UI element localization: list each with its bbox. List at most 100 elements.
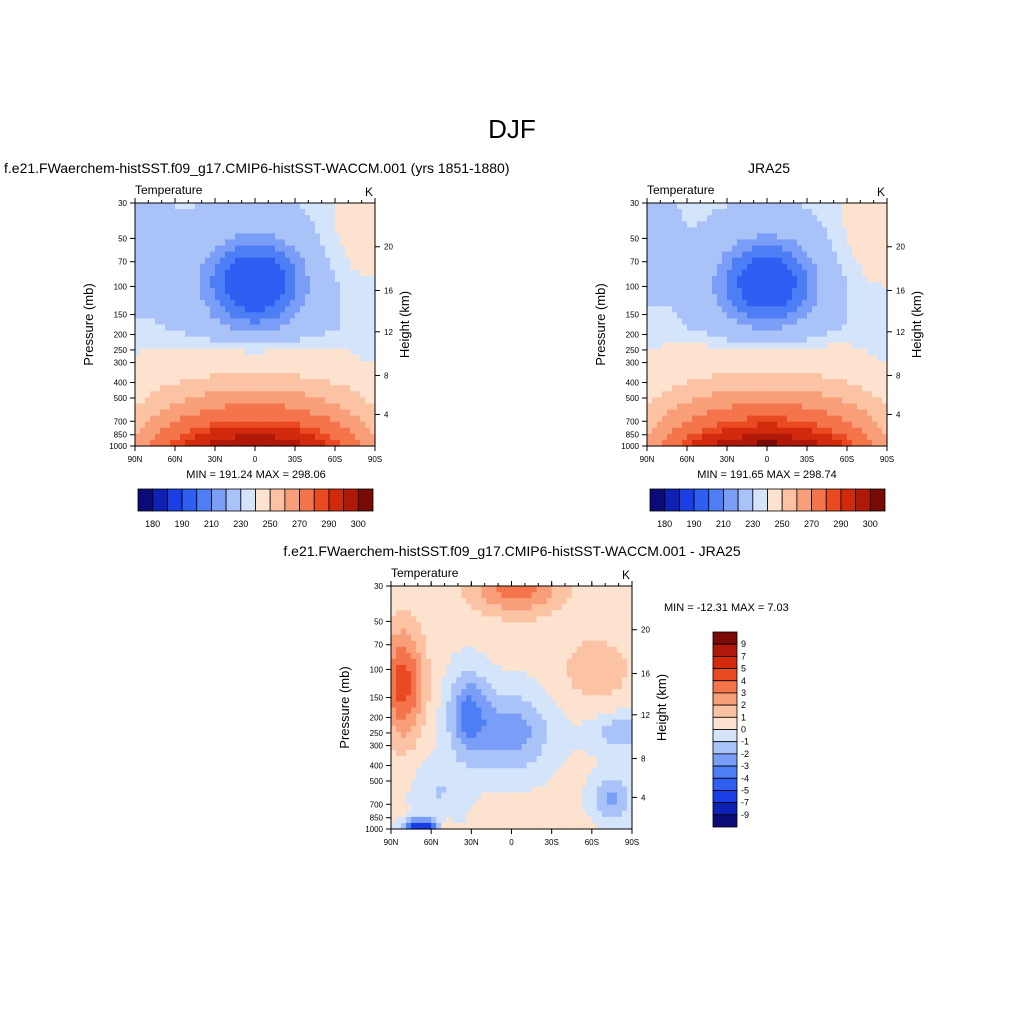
contour-cell (411, 634, 417, 642)
contour-cell (857, 203, 863, 210)
contour-cell (160, 215, 166, 222)
contour-cell (521, 628, 528, 636)
contour-cell (325, 221, 331, 228)
contour-cell (652, 397, 658, 405)
contour-cell (501, 652, 508, 660)
contour-cell (466, 701, 472, 709)
contour-cell (240, 324, 246, 332)
contour-cell (160, 330, 166, 338)
contour-cell (135, 379, 141, 386)
contour-cell (677, 269, 683, 277)
contour-cell (772, 360, 778, 368)
contour-cell (837, 221, 843, 228)
contour-cell (672, 281, 678, 289)
contour-cell (722, 367, 728, 374)
contour-cell (857, 239, 863, 247)
contour-cell (586, 646, 593, 654)
contour-cell (320, 288, 326, 295)
contour-cell (742, 354, 748, 362)
contour-cell (275, 294, 281, 301)
contour-cell (752, 379, 758, 386)
contour-cell (230, 403, 236, 411)
contour-cell (205, 227, 211, 234)
contour-cell (260, 391, 266, 398)
contour-cell (486, 598, 493, 605)
contour-cell (687, 312, 693, 320)
contour-cell (662, 397, 668, 405)
contour-cell (446, 677, 452, 684)
contour-cell (240, 245, 246, 253)
contour-cell (205, 354, 211, 362)
contour-cell (255, 203, 261, 210)
contour-cell (245, 439, 251, 447)
contour-cell (586, 634, 593, 642)
contour-cell (350, 263, 356, 271)
contour-cell (757, 269, 763, 277)
contour-cell (857, 342, 863, 350)
contour-cell (411, 701, 417, 709)
contour-cell (491, 646, 498, 654)
contour-cell (345, 324, 351, 332)
contour-cell (541, 683, 548, 690)
contour-cell (672, 354, 678, 362)
contour-cell (712, 233, 718, 241)
contour-cell (807, 367, 813, 374)
contour-cell (396, 640, 402, 648)
contour-cell (702, 294, 708, 301)
contour-cell (310, 294, 316, 301)
contour-cell (466, 677, 472, 684)
contour-cell (782, 403, 788, 411)
contour-cell (782, 209, 788, 216)
contour-cell (752, 203, 758, 210)
contour-cell (817, 439, 823, 447)
contour-cell (812, 318, 818, 326)
contour-cell (140, 275, 146, 283)
contour-cell (335, 306, 341, 313)
contour-cell (235, 257, 241, 265)
contour-cell (205, 275, 211, 283)
contour-cell (170, 409, 176, 417)
contour-cell (772, 300, 778, 307)
contour-cell (335, 330, 341, 338)
contour-cell (330, 391, 336, 398)
contour-cell (235, 409, 241, 417)
contour-cell (862, 306, 868, 313)
contour-cell (747, 239, 753, 247)
contour-cell (486, 683, 493, 690)
contour-cell (727, 221, 733, 228)
contour-cell (516, 683, 523, 690)
contour-cell (135, 239, 141, 247)
contour-cell (345, 275, 351, 283)
contour-cell (250, 239, 256, 247)
contour-cell (807, 379, 813, 386)
contour-cell (692, 275, 698, 283)
contour-cell (195, 403, 201, 411)
contour-cell (882, 312, 888, 320)
contour-cell (235, 294, 241, 301)
contour-cell (837, 360, 843, 368)
contour-cell (767, 367, 773, 374)
contour-cell (717, 397, 723, 405)
contour-cell (446, 646, 452, 654)
contour-cell (551, 604, 558, 611)
contour-cell (190, 294, 196, 301)
contour-cell (867, 215, 873, 222)
contour-cell (707, 269, 713, 277)
contour-cell (667, 300, 673, 307)
contour-cell (310, 330, 316, 338)
contour-cell (476, 604, 482, 611)
contour-cell (195, 221, 201, 228)
contour-cell (747, 221, 753, 228)
contour-cell (260, 269, 266, 277)
contour-cell (491, 664, 498, 672)
contour-cell (370, 330, 376, 338)
contour-cell (360, 209, 366, 216)
contour-cell (355, 373, 361, 380)
contour-cell (345, 367, 351, 374)
contour-cell (797, 391, 803, 398)
contour-cell (817, 415, 823, 423)
contour-cell (265, 360, 271, 368)
contour-cell (140, 263, 146, 271)
contour-cell (677, 263, 683, 271)
contour-cell (747, 330, 753, 338)
